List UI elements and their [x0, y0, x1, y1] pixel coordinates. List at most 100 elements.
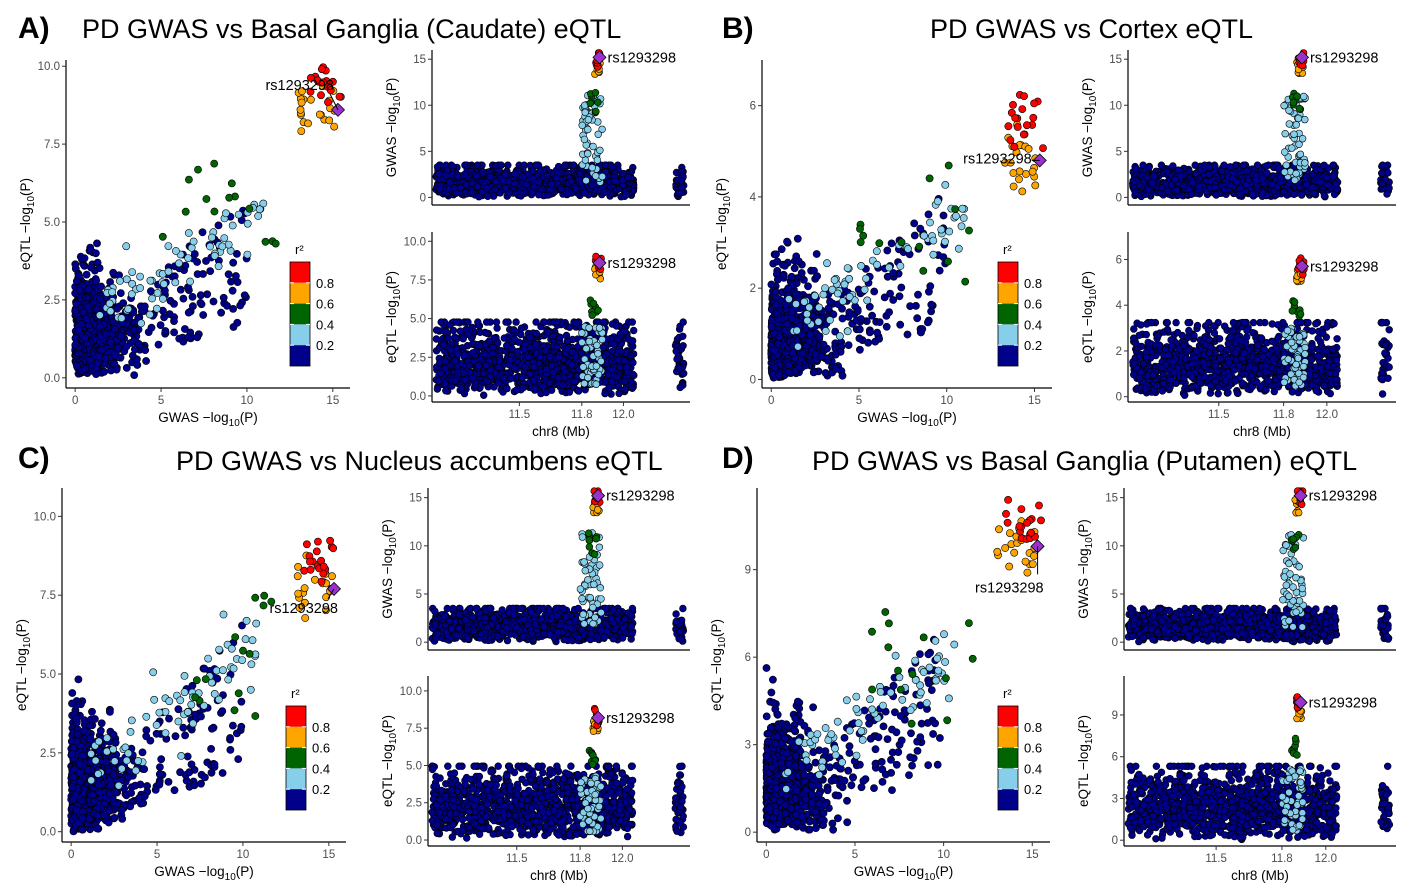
snp-point: [845, 274, 853, 283]
gwas-locus-ytick-label: 15: [413, 54, 426, 66]
snp-point: [98, 346, 106, 354]
snp-point: [920, 231, 928, 240]
snp-point: [790, 264, 799, 273]
snp-point: [510, 364, 519, 372]
legend-color-band: [998, 303, 1018, 325]
snp-point: [193, 333, 202, 342]
eqtl-locus-ytick-label: 0.0: [410, 391, 426, 403]
snp-point: [452, 318, 461, 326]
snp-point: [821, 284, 829, 292]
snp-point: [810, 266, 818, 275]
panel-letter: A): [18, 12, 50, 45]
snp-point: [92, 276, 100, 285]
snp-point: [106, 338, 115, 346]
snp-point: [486, 173, 494, 181]
snp-point: [589, 299, 598, 308]
snp-point: [944, 161, 953, 170]
snp-point: [569, 161, 578, 169]
legend-label: 0.2: [316, 338, 334, 353]
snp-point: [591, 88, 600, 97]
snp-point: [624, 173, 632, 182]
snp-point: [622, 190, 630, 199]
snp-point: [582, 344, 590, 353]
snp-point: [797, 269, 806, 277]
eqtl-locus-xtick-label: 11.8: [571, 409, 593, 421]
snp-point: [595, 324, 604, 332]
lead-snp-label: rs1293298: [607, 50, 676, 66]
snp-point: [529, 376, 538, 385]
snp-point: [556, 333, 564, 341]
snp-point: [617, 347, 625, 356]
snp-point: [521, 363, 530, 371]
scatter-ytick-label: 0.0: [44, 373, 60, 385]
snp-point: [528, 167, 537, 175]
scatter-ytick-label: 2: [750, 283, 756, 295]
snp-point: [468, 374, 477, 382]
snp-point: [594, 350, 602, 358]
snp-point: [519, 384, 527, 392]
snp-point: [1029, 113, 1038, 122]
snp-point: [497, 161, 505, 169]
snp-point: [81, 333, 89, 342]
snp-point: [520, 345, 529, 353]
snp-point: [124, 305, 133, 313]
snp-point: [620, 357, 628, 365]
snp-point: [926, 218, 934, 227]
snp-point: [589, 142, 597, 151]
snp-point: [119, 299, 128, 307]
snp-point: [184, 229, 193, 237]
snp-point: [71, 306, 80, 315]
gwas-locus-ytick-label: 0: [1116, 192, 1122, 204]
gwas-locus-ytick-label: 15: [1109, 54, 1122, 66]
snp-point: [783, 319, 792, 328]
snp-point: [193, 258, 201, 266]
snp-point: [870, 287, 879, 296]
snp-point: [929, 250, 938, 259]
snp-point: [784, 361, 793, 369]
snp-point: [100, 367, 109, 376]
snp-point: [576, 169, 584, 178]
snp-point: [508, 344, 516, 353]
snp-point: [605, 384, 613, 392]
snp-point: [454, 172, 462, 181]
scatter-ytick-label: 6: [750, 101, 756, 113]
snp-point: [93, 239, 101, 248]
snp-point: [965, 226, 973, 235]
snp-point: [906, 302, 914, 310]
snp-point: [480, 391, 488, 399]
snp-point: [439, 340, 447, 349]
snp-point: [97, 282, 105, 291]
snp-point: [770, 346, 779, 355]
snp-point: [593, 341, 601, 349]
snp-point: [179, 337, 188, 346]
snp-point: [306, 95, 315, 104]
snp-point: [815, 332, 824, 341]
snp-point: [1020, 92, 1028, 100]
snp-point: [72, 299, 81, 308]
snp-point: [296, 105, 305, 114]
snp-point: [578, 329, 586, 337]
eqtl-locus-ytick-label: 7.5: [410, 275, 426, 287]
snp-point: [491, 186, 499, 194]
snp-point: [1018, 105, 1027, 113]
snp-point: [773, 257, 782, 266]
snp-point: [146, 287, 155, 296]
snp-point: [866, 328, 874, 337]
snp-point: [676, 364, 684, 373]
snp-point: [134, 340, 143, 348]
snp-point: [803, 310, 811, 318]
snp-point: [199, 270, 207, 278]
snp-point: [451, 357, 459, 365]
legend-title: r²: [295, 242, 304, 257]
snp-point: [608, 366, 617, 374]
snp-point: [483, 377, 491, 386]
snp-point: [206, 267, 215, 275]
snp-point: [771, 363, 779, 372]
snp-point: [543, 171, 551, 180]
snp-point: [444, 334, 452, 342]
snp-point: [79, 308, 88, 316]
legend-color-band: [290, 303, 310, 325]
snp-point: [116, 276, 124, 285]
